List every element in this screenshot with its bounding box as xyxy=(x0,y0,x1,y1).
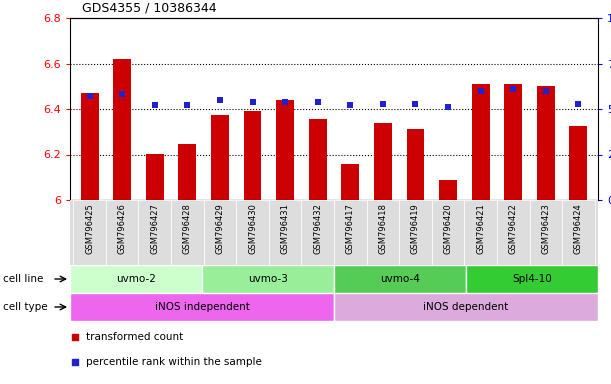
Bar xyxy=(276,100,294,200)
Bar xyxy=(244,111,262,200)
Bar xyxy=(113,59,131,200)
Text: GSM796417: GSM796417 xyxy=(346,203,355,254)
Point xyxy=(574,101,584,107)
Text: GSM796432: GSM796432 xyxy=(313,203,322,254)
Bar xyxy=(236,200,269,265)
Text: GSM796421: GSM796421 xyxy=(476,203,485,254)
Point xyxy=(313,99,323,105)
Text: iNOS dependent: iNOS dependent xyxy=(423,302,508,312)
Bar xyxy=(73,200,106,265)
Text: GSM796418: GSM796418 xyxy=(378,203,387,254)
Text: GSM796429: GSM796429 xyxy=(216,203,224,254)
Point xyxy=(215,97,225,103)
Text: percentile rank within the sample: percentile rank within the sample xyxy=(86,357,262,367)
Text: iNOS independent: iNOS independent xyxy=(155,302,249,312)
Bar xyxy=(334,200,367,265)
Point xyxy=(541,88,551,94)
Bar xyxy=(81,93,98,200)
Bar xyxy=(432,200,464,265)
Bar xyxy=(334,293,598,321)
Bar xyxy=(569,126,587,200)
Point xyxy=(378,101,388,107)
Bar xyxy=(211,115,229,200)
Bar xyxy=(202,265,334,293)
Point xyxy=(476,88,486,94)
Text: GSM796422: GSM796422 xyxy=(509,203,518,254)
Text: GSM796425: GSM796425 xyxy=(85,203,94,254)
Point xyxy=(411,101,420,107)
Point xyxy=(508,86,518,92)
Text: cell line: cell line xyxy=(3,274,43,284)
Bar xyxy=(439,180,457,200)
Text: GSM796427: GSM796427 xyxy=(150,203,159,254)
Text: uvmo-2: uvmo-2 xyxy=(116,274,156,284)
Text: GSM796430: GSM796430 xyxy=(248,203,257,254)
Bar xyxy=(472,84,489,200)
Point xyxy=(85,93,95,99)
Bar xyxy=(537,86,555,200)
Bar xyxy=(464,200,497,265)
Bar xyxy=(269,200,301,265)
Bar xyxy=(309,119,327,200)
Bar xyxy=(530,200,562,265)
Bar xyxy=(562,200,595,265)
Bar xyxy=(301,200,334,265)
Text: GSM796431: GSM796431 xyxy=(280,203,290,254)
Bar xyxy=(171,200,203,265)
Point xyxy=(150,102,159,108)
Text: transformed count: transformed count xyxy=(86,332,183,342)
Point xyxy=(247,99,257,105)
Point xyxy=(117,91,127,98)
Bar xyxy=(70,265,202,293)
Point xyxy=(280,99,290,105)
Bar xyxy=(146,154,164,200)
Text: GDS4355 / 10386344: GDS4355 / 10386344 xyxy=(82,1,217,14)
Text: Spl4-10: Spl4-10 xyxy=(512,274,552,284)
Text: GSM796423: GSM796423 xyxy=(541,203,551,254)
Bar xyxy=(399,200,432,265)
Point xyxy=(183,102,192,108)
Text: GSM796419: GSM796419 xyxy=(411,203,420,254)
Point xyxy=(70,334,79,340)
Text: GSM796426: GSM796426 xyxy=(118,203,126,254)
Bar xyxy=(504,84,522,200)
Text: GSM796428: GSM796428 xyxy=(183,203,192,254)
Bar xyxy=(367,200,399,265)
Bar xyxy=(406,129,425,200)
Bar xyxy=(374,122,392,200)
Point xyxy=(443,104,453,110)
Bar xyxy=(334,265,466,293)
Text: uvmo-3: uvmo-3 xyxy=(248,274,288,284)
Bar xyxy=(70,293,334,321)
Bar xyxy=(106,200,139,265)
Text: cell type: cell type xyxy=(3,302,48,312)
Bar xyxy=(203,200,236,265)
Bar xyxy=(497,200,530,265)
Bar xyxy=(342,164,359,200)
Bar xyxy=(178,144,196,200)
Bar xyxy=(466,265,598,293)
Point xyxy=(345,102,355,108)
Point xyxy=(70,359,79,365)
Text: uvmo-4: uvmo-4 xyxy=(380,274,420,284)
Text: GSM796420: GSM796420 xyxy=(444,203,453,254)
Text: GSM796424: GSM796424 xyxy=(574,203,583,254)
Bar xyxy=(139,200,171,265)
